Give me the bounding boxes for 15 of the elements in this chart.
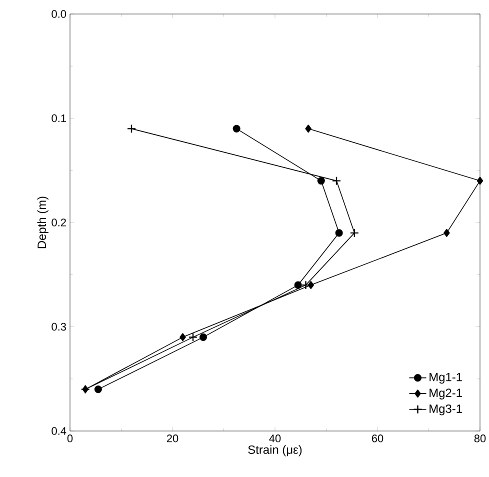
x-tick-label: 0 [67,434,73,442]
x-tick-label: 20 [166,434,178,442]
legend-label: Mg1-1 [430,372,462,384]
x-tick-label: 40 [269,434,281,442]
x-tick-label: 80 [474,434,486,442]
y-tick-label: 0.0 [52,10,66,18]
legend-label: Mg3-1 [430,404,462,416]
y-tick-label: 0.1 [52,114,66,122]
y-tick-label: 0.3 [52,322,66,331]
x-axis-title: Strain (με) [248,445,302,456]
x-tick-label: 60 [372,434,384,442]
y-tick-label: 0.4 [52,427,66,435]
y-tick-label: 0.2 [52,218,66,226]
legend-label: Mg2-1 [430,388,462,400]
y-axis-title: Depth (m) [37,196,48,248]
